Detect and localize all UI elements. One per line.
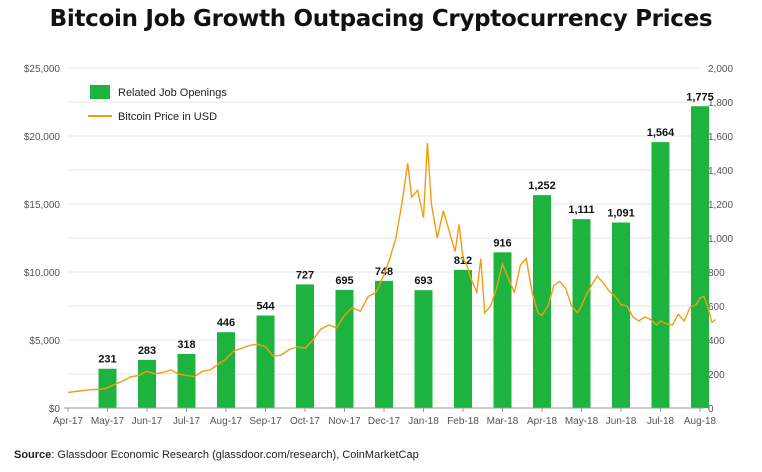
source-label: Source [14,449,52,461]
x-tick-label: Aug-18 [684,416,717,427]
bar-data-label: 916 [493,237,511,249]
x-tick-label: Apr-18 [527,416,557,427]
chart-title: Bitcoin Job Growth Outpacing Cryptocurre… [49,6,713,32]
x-tick-label: Jun-18 [606,416,637,427]
bar-series [98,106,709,408]
bar-data-label: 318 [177,339,195,351]
x-tick-label: Apr-17 [53,416,83,427]
bar [138,359,156,408]
bar [217,332,235,408]
y-right-tick-label: 1,000 [708,234,733,245]
x-tick-label: Jun-17 [132,416,163,427]
bar [493,252,512,408]
y-right-tick-label: 200 [708,370,725,381]
bar-data-label: 1,775 [686,91,714,103]
bar-data-label: 693 [414,275,432,287]
bar-data-label: 1,252 [528,180,556,192]
bar-data-label: 695 [335,275,353,287]
x-tick-label: Jul-18 [647,416,675,427]
x-tick-label: Jan-18 [408,416,439,427]
bar-data-label: 812 [454,255,472,267]
legend: Related Job Openings Bitcoin Price in US… [88,85,227,123]
y-right-tick-label: 600 [708,302,725,313]
bar [296,284,314,408]
source-note: Source: Glassdoor Economic Research (gla… [14,449,419,461]
x-tick-label: May-17 [91,416,125,427]
bar [691,106,709,408]
bar-data-label: 544 [256,301,275,313]
y-right-tick-label: 2,000 [708,64,733,75]
x-tick-label: Aug-17 [210,416,243,427]
y-axis-right: 0 200 400 600 800 1,000 1,200 1,400 1,600 1,800 2,… [708,64,733,415]
y-right-tick-label: 400 [708,336,725,347]
y-left-tick-label: $25,000 [24,64,61,75]
bar-data-label: 283 [138,345,156,357]
bar-data-label: 1,111 [568,204,594,216]
bar [414,290,433,408]
bar-data-label: 1,564 [647,127,675,139]
y-axis-left: $0 $5,000 $10,000 $15,000 $20,000 $25,000 [24,64,61,415]
legend-label-jobs: Related Job Openings [118,87,227,99]
y-left-tick-label: $20,000 [24,132,61,143]
legend-swatch-jobs [90,85,110,99]
bar-data-label: 727 [296,269,314,281]
x-tick-label: Sep-17 [249,416,282,427]
y-left-tick-label: $5,000 [29,336,60,347]
bar-data-label: 748 [375,266,393,278]
x-tick-label: Oct-17 [290,416,320,427]
x-tick-label: Feb-18 [447,416,479,427]
bar-data-label: 1,091 [607,208,635,220]
y-right-tick-label: 0 [708,404,714,415]
y-left-tick-label: $0 [49,404,61,415]
y-right-tick-label: 1,800 [708,98,733,109]
x-tick-label: Jul-17 [173,416,201,427]
bar [177,353,196,408]
x-tick-label: Nov-17 [328,416,361,427]
bar [533,195,551,408]
bar [612,222,630,408]
bar [98,368,117,408]
y-left-tick-label: $15,000 [24,200,61,211]
source-text: : Glassdoor Economic Research (glassdoor… [51,449,419,461]
bar-data-label: 231 [98,354,116,366]
x-tick-label: May-18 [565,416,599,427]
bar [335,289,354,408]
x-tick-label: Mar-18 [487,416,519,427]
bar [256,315,275,408]
x-tick-label: Dec-17 [368,416,401,427]
bar [572,219,591,408]
bar-data-label: 446 [217,317,235,329]
bar [454,269,472,408]
y-right-tick-label: 800 [708,268,725,279]
price-line [67,142,717,394]
bar [375,280,393,408]
bar-data-labels: 231 283 318 446 544 727 695 748 693 812 916 1,252 1,… [98,91,713,365]
y-right-tick-label: 1,200 [708,200,733,211]
legend-label-price: Bitcoin Price in USD [118,111,217,123]
y-right-tick-label: 1,600 [708,132,733,143]
bar [651,142,670,408]
x-axis: Apr-17 May-17 Jun-17 Jul-17 Aug-17 Sep-17 Oct-… [53,407,717,427]
y-left-tick-label: $10,000 [24,268,61,279]
y-right-tick-label: 1,400 [708,166,733,177]
